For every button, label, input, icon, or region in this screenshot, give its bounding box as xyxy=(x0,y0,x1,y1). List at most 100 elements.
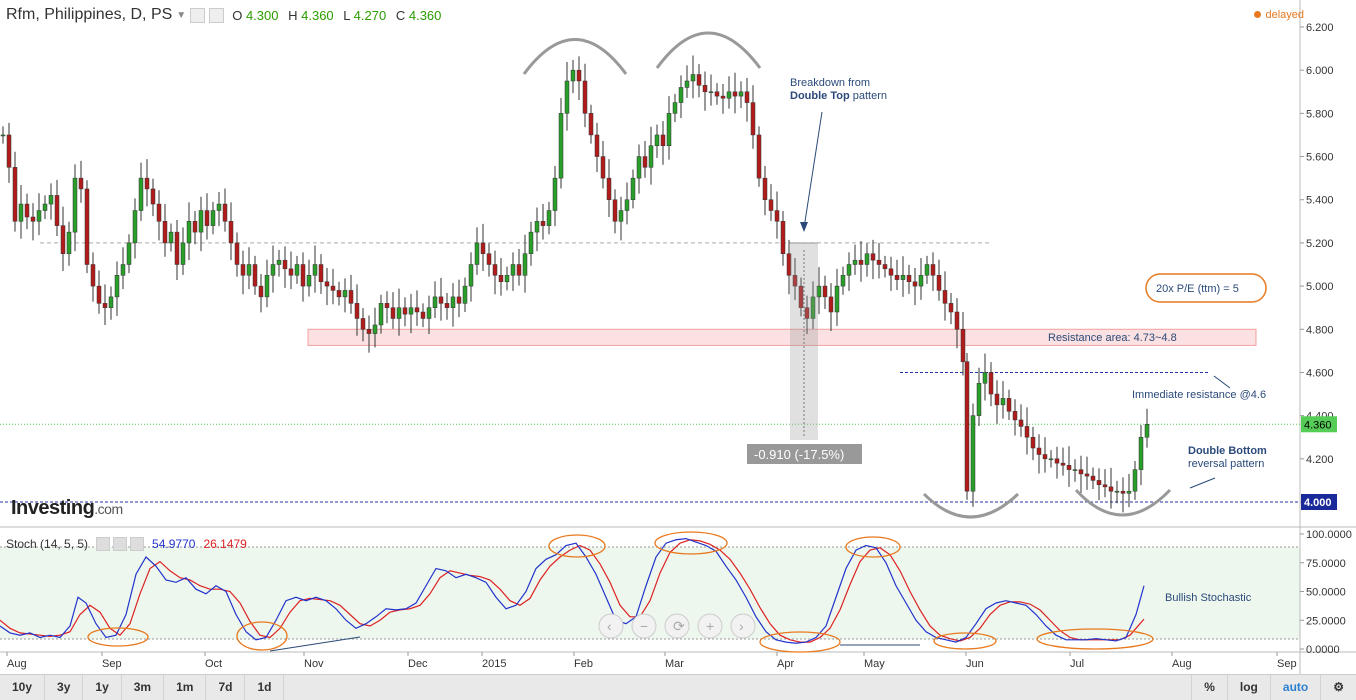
reset-icon[interactable] xyxy=(664,613,690,639)
settings-icon[interactable] xyxy=(96,537,111,551)
candle-body xyxy=(714,91,720,97)
candle-body xyxy=(924,264,930,276)
stochastic-lines xyxy=(0,537,1145,644)
close-icon[interactable] xyxy=(130,537,145,551)
candle-body xyxy=(1102,484,1108,488)
time-tick-label: Aug xyxy=(7,658,27,670)
candle-body xyxy=(970,415,976,492)
stoch-k-line xyxy=(0,537,1145,644)
support-price-label: 4.000 xyxy=(1304,497,1332,509)
candle-body xyxy=(648,145,654,168)
time-tick-label: May xyxy=(864,658,885,670)
candle-body xyxy=(828,296,834,313)
chevron-right-icon[interactable] xyxy=(730,613,756,639)
candle-body xyxy=(1114,490,1120,493)
candle-body xyxy=(942,290,948,304)
candle-body xyxy=(162,221,168,244)
candle-body xyxy=(474,242,480,265)
candle-body xyxy=(852,259,858,265)
candle-body xyxy=(702,85,708,93)
symbol-title[interactable]: Rfm, Philippines, D, PS xyxy=(6,6,173,23)
candle-body xyxy=(144,177,150,190)
candle-body xyxy=(1144,424,1150,438)
candle-body xyxy=(696,74,702,86)
candle-body xyxy=(1108,486,1114,492)
candle-body xyxy=(1138,436,1144,470)
minus-icon-glyph: − xyxy=(640,618,648,634)
tf-1m[interactable]: 1m xyxy=(164,675,207,700)
minus-icon[interactable] xyxy=(631,613,657,639)
candle-body xyxy=(120,264,126,276)
stoch-highlight xyxy=(654,531,728,555)
stoch-k-value: 54.9770 xyxy=(152,537,196,551)
candle-body xyxy=(336,290,342,298)
gear-icon[interactable] xyxy=(113,537,128,551)
candle-body xyxy=(642,156,648,168)
auto-toggle[interactable]: auto xyxy=(1269,675,1320,700)
candle-body xyxy=(1120,490,1126,494)
candle-body xyxy=(6,134,12,168)
candle-body xyxy=(426,307,432,319)
tf-1y[interactable]: 1y xyxy=(83,675,122,700)
price-tick-label: 6.000 xyxy=(1306,65,1334,77)
candle-body xyxy=(558,113,564,179)
candle-body xyxy=(774,210,780,222)
candle-body xyxy=(1048,458,1054,461)
candle-body xyxy=(312,264,318,276)
double-bottom-arrow xyxy=(1189,477,1216,489)
candle-body xyxy=(846,264,852,276)
stoch-tick-label: 0.0000 xyxy=(1306,644,1340,656)
price-tick-label: 6.200 xyxy=(1306,22,1334,34)
candle-body xyxy=(180,242,186,265)
time-tick-label: Dec xyxy=(408,658,428,670)
tf-10y[interactable]: 10y xyxy=(0,675,46,700)
price-tick-label: 5.200 xyxy=(1306,238,1334,250)
candle-body xyxy=(624,199,630,211)
candle-body xyxy=(912,281,918,287)
gear-icon[interactable] xyxy=(209,7,225,23)
candle-body xyxy=(576,69,582,82)
candle-body xyxy=(432,296,438,308)
time-tick-label: Jul xyxy=(1070,658,1084,670)
stoch-tick-label: 75.0000 xyxy=(1306,558,1346,570)
stoch-header: Stoch (14, 5, 5) 54.9770 26.1479 xyxy=(6,537,247,551)
tf-7d[interactable]: 7d xyxy=(206,675,246,700)
reset-icon-glyph: ⟳ xyxy=(673,618,685,634)
candle-body xyxy=(600,156,606,179)
candle-body xyxy=(936,275,942,291)
log-toggle[interactable]: log xyxy=(1226,675,1270,700)
candle-body xyxy=(534,221,540,233)
tf-3y[interactable]: 3y xyxy=(45,675,84,700)
candle-body xyxy=(612,199,618,222)
chevron-left-icon[interactable] xyxy=(598,613,624,639)
double-top-arc-2 xyxy=(655,31,762,69)
candle-body xyxy=(276,259,282,265)
candle-body xyxy=(1054,458,1060,464)
settings-icon[interactable] xyxy=(190,7,206,23)
candle-body xyxy=(246,264,252,276)
stoch-label[interactable]: Stoch (14, 5, 5) xyxy=(6,537,89,551)
tf-1d[interactable]: 1d xyxy=(245,675,285,700)
candle-body xyxy=(228,221,234,244)
price-tick-label: 4.800 xyxy=(1306,324,1334,336)
gear-icon[interactable]: ⚙ xyxy=(1320,675,1356,700)
candle-body xyxy=(240,264,246,276)
immediate-resistance-label: Immediate resistance @4.6 xyxy=(1132,389,1266,401)
chevron-down-icon[interactable]: ▼ xyxy=(176,9,187,21)
candle-body xyxy=(786,253,792,276)
candle-body xyxy=(582,80,588,114)
candle-body xyxy=(300,264,306,287)
percent-toggle[interactable]: % xyxy=(1191,675,1227,700)
candle-body xyxy=(982,372,988,384)
candle-body xyxy=(444,303,450,308)
plus-icon[interactable] xyxy=(697,613,723,639)
candle-body xyxy=(204,210,210,226)
candle-body xyxy=(468,264,474,287)
candle-body xyxy=(816,285,822,298)
candle-body xyxy=(1084,473,1090,477)
candle-body xyxy=(510,264,516,276)
candle-body xyxy=(858,259,864,265)
double-bottom-arc-2 xyxy=(1074,488,1172,517)
tf-3m[interactable]: 3m xyxy=(122,675,165,700)
candle-body xyxy=(216,203,222,211)
